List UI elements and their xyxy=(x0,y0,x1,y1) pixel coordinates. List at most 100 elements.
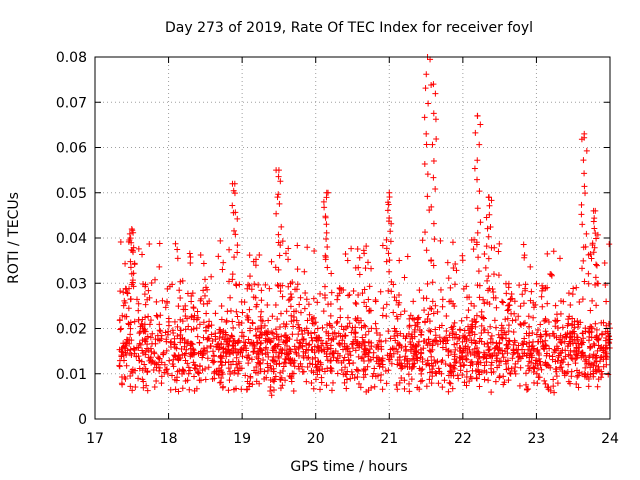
data-point xyxy=(450,323,457,330)
data-point xyxy=(424,316,431,323)
data-point xyxy=(430,110,437,117)
data-point xyxy=(317,290,324,297)
data-point xyxy=(174,332,181,339)
data-point xyxy=(437,237,444,244)
data-point xyxy=(175,303,182,310)
data-point xyxy=(488,332,495,339)
data-point xyxy=(322,252,329,259)
data-point xyxy=(303,296,310,303)
data-point xyxy=(540,285,547,292)
data-point xyxy=(591,342,598,349)
data-point xyxy=(575,384,582,391)
data-point xyxy=(194,308,201,315)
data-point xyxy=(354,342,361,349)
data-point xyxy=(121,344,128,351)
data-point xyxy=(230,324,237,331)
data-point xyxy=(294,242,301,249)
data-point xyxy=(293,350,300,357)
data-point xyxy=(575,340,582,347)
data-point xyxy=(243,345,250,352)
data-point xyxy=(322,213,329,220)
data-point xyxy=(226,278,232,285)
data-point xyxy=(452,261,459,268)
data-point xyxy=(282,377,289,384)
y-tick-label: 0.01 xyxy=(56,367,87,383)
data-point xyxy=(557,332,564,339)
data-point xyxy=(350,359,357,366)
data-point xyxy=(346,320,353,327)
data-point xyxy=(211,358,218,365)
data-point xyxy=(185,370,192,377)
data-point xyxy=(337,332,344,339)
data-point xyxy=(358,355,365,362)
data-point xyxy=(285,245,292,252)
data-point xyxy=(403,333,410,340)
x-tick-label: 19 xyxy=(233,431,251,447)
data-point xyxy=(215,340,222,347)
data-point xyxy=(544,300,551,307)
data-point xyxy=(388,354,395,361)
data-point xyxy=(361,351,368,358)
data-point xyxy=(401,356,408,363)
data-point xyxy=(171,341,178,348)
data-point xyxy=(309,337,316,344)
data-point xyxy=(206,322,213,329)
data-point xyxy=(418,370,425,377)
data-point xyxy=(469,349,476,356)
data-point xyxy=(288,357,295,364)
data-point xyxy=(380,305,387,312)
data-point xyxy=(544,250,551,257)
data-point xyxy=(506,337,513,344)
data-point xyxy=(508,310,515,317)
data-point xyxy=(515,354,522,361)
data-point xyxy=(150,367,157,374)
data-point xyxy=(513,346,520,353)
data-point xyxy=(362,323,369,330)
data-point xyxy=(449,368,456,375)
data-point xyxy=(328,270,335,277)
data-point xyxy=(228,332,235,339)
data-point xyxy=(411,316,418,323)
data-point xyxy=(219,384,226,391)
data-point xyxy=(295,331,302,338)
data-point xyxy=(316,347,323,354)
x-tick-label: 20 xyxy=(307,431,325,447)
data-point xyxy=(184,360,191,367)
data-point xyxy=(404,360,411,367)
data-point xyxy=(496,340,503,347)
data-point xyxy=(297,340,304,347)
data-point xyxy=(124,290,131,297)
data-point xyxy=(552,323,559,330)
data-point xyxy=(135,375,142,382)
data-point xyxy=(259,331,266,338)
data-point xyxy=(249,320,256,327)
data-point xyxy=(364,259,371,266)
data-point xyxy=(139,347,146,354)
data-point xyxy=(366,346,373,353)
data-point xyxy=(210,359,217,366)
data-point xyxy=(486,285,493,292)
data-point xyxy=(492,294,499,301)
data-point xyxy=(509,355,516,362)
data-point xyxy=(485,194,492,201)
data-point xyxy=(592,320,599,327)
data-point xyxy=(120,302,127,309)
data-point xyxy=(141,321,148,328)
data-point xyxy=(394,356,401,363)
data-point xyxy=(125,238,132,245)
data-point xyxy=(312,361,319,368)
data-point xyxy=(387,335,394,342)
data-point xyxy=(488,244,495,251)
data-point xyxy=(462,345,469,352)
data-point xyxy=(393,381,400,388)
data-point xyxy=(129,387,136,394)
data-point xyxy=(365,349,372,356)
data-point xyxy=(392,337,399,344)
data-point xyxy=(308,379,315,386)
data-point xyxy=(464,349,471,356)
data-point xyxy=(330,336,337,343)
data-point xyxy=(412,322,419,329)
data-point xyxy=(127,325,134,332)
data-point xyxy=(417,346,424,353)
data-point xyxy=(169,281,176,288)
